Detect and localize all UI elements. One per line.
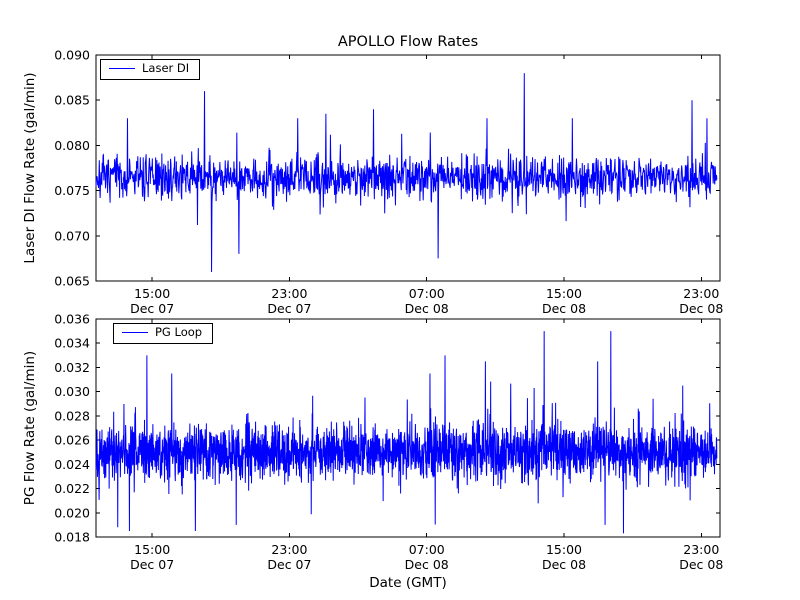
x-tick-label-date: Dec 08: [405, 557, 449, 572]
y-tick-label: 0.022: [54, 481, 90, 496]
x-tick-label-time: 23:00: [271, 286, 307, 301]
y-tick-label: 0.030: [54, 384, 90, 399]
x-tick-label-date: Dec 07: [267, 557, 311, 572]
y-axis-label-pg: PG Flow Rate (gal/min): [22, 350, 38, 506]
x-tick-label-time: 23:00: [683, 286, 719, 301]
y-axis-label-laser-di: Laser DI Flow Rate (gal/min): [22, 72, 38, 264]
y-tick-label: 0.024: [54, 457, 90, 472]
chart-title: APOLLO Flow Rates: [337, 34, 479, 50]
y-tick-label: 0.070: [54, 228, 90, 243]
x-tick-label-time: 23:00: [683, 542, 719, 557]
y-tick-label: 0.080: [54, 138, 90, 153]
x-tick-label-date: Dec 08: [542, 301, 586, 316]
x-tick-label-time: 07:00: [409, 286, 445, 301]
legend-label: Laser DI: [142, 61, 190, 75]
x-tick-label-date: Dec 08: [542, 557, 586, 572]
y-tick-label: 0.065: [54, 274, 90, 289]
y-tick-label: 0.085: [54, 93, 90, 108]
axes-frame: [95, 318, 721, 538]
legend-line-sample: [109, 68, 135, 70]
x-tick-label-date: Dec 07: [130, 301, 174, 316]
legend-label: PG Loop: [155, 325, 203, 339]
subplot-1: 0.018 0.020 0.022 0.024 0.026 0.028 0.030 0.032…: [54, 312, 723, 573]
x-tick-label-date: Dec 07: [130, 557, 174, 572]
y-tick-label: 0.032: [54, 360, 90, 375]
x-tick-label-time: 07:00: [409, 542, 445, 557]
y-tick-label: 0.018: [54, 530, 90, 545]
x-tick-label-date: Dec 08: [679, 557, 723, 572]
legend-laser-di: Laser DI: [100, 59, 201, 80]
pg-loop-line: [95, 331, 718, 534]
x-axis-label: Date (GMT): [369, 575, 447, 591]
y-tick-label: 0.075: [54, 183, 90, 198]
x-tick-label-time: 15:00: [546, 286, 582, 301]
y-tick-label: 0.026: [54, 433, 90, 448]
y-tick-label: 0.020: [54, 505, 90, 520]
y-tick-label: 0.090: [54, 48, 90, 63]
legend-pg-loop: PG Loop: [113, 323, 214, 344]
x-tick-label-time: 15:00: [546, 542, 582, 557]
x-tick-label-date: Dec 07: [267, 301, 311, 316]
x-tick-label-date: Dec 08: [679, 301, 723, 316]
y-tick-label: 0.034: [54, 336, 90, 351]
x-tick-label-time: 23:00: [271, 542, 307, 557]
laser-di-line: [95, 73, 718, 272]
x-tick-label-date: Dec 08: [405, 301, 449, 316]
y-tick-label: 0.028: [54, 408, 90, 423]
x-tick-label-time: 15:00: [134, 542, 170, 557]
axes-frame: [95, 54, 721, 282]
legend-line-sample: [122, 332, 148, 334]
y-tick-label: 0.036: [54, 312, 90, 327]
x-tick-label-time: 15:00: [134, 286, 170, 301]
